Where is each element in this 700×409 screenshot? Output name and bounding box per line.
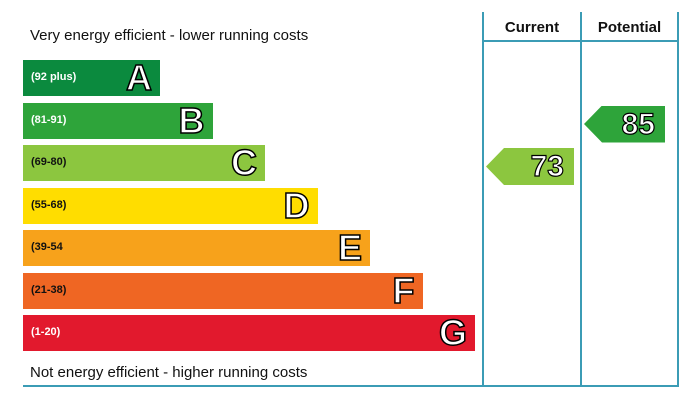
- band-letter-f: F: [392, 269, 416, 312]
- band-range-e: (39-54: [31, 241, 63, 253]
- potential-rating-arrow: 85: [584, 105, 665, 143]
- bottom-border: [23, 385, 679, 387]
- band-c: (69-80) C: [23, 141, 265, 184]
- band-range-c: (69-80): [31, 156, 67, 168]
- band-e: (39-54 E: [23, 226, 370, 269]
- band-a: (92 plus) A: [23, 56, 160, 99]
- divider-left: [482, 12, 484, 387]
- band-g: (1-20) G: [23, 311, 475, 354]
- band-range-a: (92 plus): [31, 71, 77, 83]
- potential-column-header: Potential: [597, 19, 662, 36]
- band-letter-d: D: [283, 184, 311, 227]
- divider-right: [677, 12, 679, 387]
- band-range-b: (81-91): [31, 113, 67, 126]
- band-b: (81-91) B: [23, 99, 213, 142]
- current-rating-arrow: 73: [486, 148, 574, 185]
- band-f: (21-38) F: [23, 269, 423, 312]
- band-letter-a: A: [125, 56, 153, 99]
- band-letter-b: B: [178, 99, 206, 142]
- band-letter-g: G: [438, 311, 468, 354]
- top-caption: Very energy efficient - lower running co…: [30, 27, 309, 44]
- current-rating-value: 73: [530, 149, 565, 183]
- bottom-caption: Not energy efficient - higher running co…: [30, 364, 308, 381]
- header-underline: [482, 40, 679, 42]
- band-letter-c: C: [230, 141, 258, 184]
- band-range-d: (55-68): [31, 198, 67, 211]
- band-d: (55-68) D: [23, 184, 318, 227]
- potential-rating-value: 85: [621, 107, 656, 141]
- current-column-header: Current: [504, 19, 560, 36]
- divider-middle: [580, 12, 582, 387]
- band-range-g: (1-20): [31, 326, 61, 338]
- band-range-f: (21-38): [31, 283, 67, 296]
- band-letter-e: E: [337, 226, 363, 269]
